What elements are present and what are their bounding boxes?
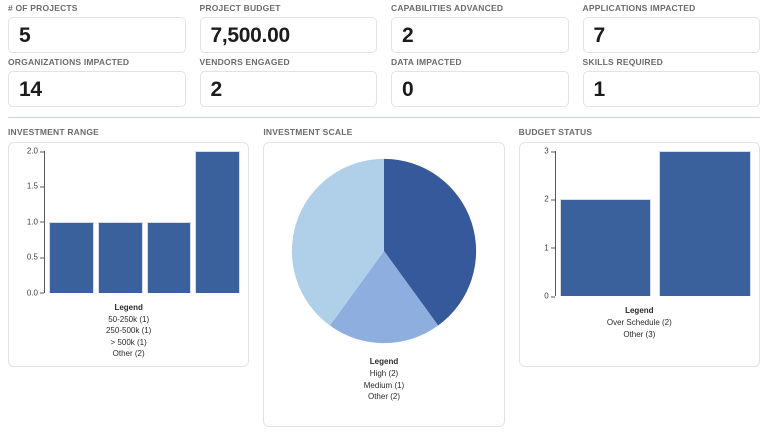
list-item: 250-500k (1) xyxy=(105,326,152,336)
table-row[interactable] xyxy=(97,221,143,293)
kpi-value: 0 xyxy=(402,77,414,101)
y-tick: 0.0 xyxy=(26,288,45,298)
pie-slice[interactable] xyxy=(383,158,477,326)
kpi-value: 2 xyxy=(402,23,414,47)
list-item: Other (2) xyxy=(367,392,400,402)
y-axis: 3 2 1 0 xyxy=(526,147,556,301)
y-tick: 0.5 xyxy=(26,252,45,262)
table-row[interactable] xyxy=(195,151,241,293)
kpi-card-projects: # OF PROJECTS 5 xyxy=(8,3,186,53)
list-item: Medium (1) xyxy=(363,380,405,390)
kpi-label: VENDORS ENGAGED xyxy=(199,57,290,67)
chart-title: INVESTMENT SCALE xyxy=(263,127,353,137)
chart-title: INVESTMENT RANGE xyxy=(8,127,100,137)
kpi-value: 7,500.00 xyxy=(210,23,291,47)
pie-chart-svg[interactable] xyxy=(290,157,478,345)
table-row[interactable] xyxy=(146,221,192,293)
kpi-value: 7 xyxy=(593,23,606,47)
chart-card-budget-status[interactable]: 3 2 1 0 Legend Over Schedule (2) Other (… xyxy=(518,142,760,367)
kpi-value-box[interactable]: 7,500.00 xyxy=(199,17,377,53)
y-tick: 2.0 xyxy=(26,146,45,156)
y-axis: 2.0 1.5 1.0 0.5 0.0 xyxy=(15,147,45,297)
pie-plot-investment-scale xyxy=(270,151,497,351)
y-tick: 1 xyxy=(544,243,556,253)
y-axis-spine xyxy=(44,151,45,293)
charts-band: INVESTMENT RANGE 2.0 1.5 1.0 0.5 0.0 xyxy=(0,127,768,427)
kpi-value-box[interactable]: 14 xyxy=(8,71,186,107)
y-tick: 0 xyxy=(544,291,556,301)
chart-block-investment-range: INVESTMENT RANGE 2.0 1.5 1.0 0.5 0.0 xyxy=(8,127,250,427)
kpi-value-box[interactable]: 1 xyxy=(582,71,760,107)
chart-legend: Legend Over Schedule (2) Other (3) xyxy=(526,306,753,360)
kpi-value-box[interactable]: 2 xyxy=(199,71,377,107)
bar-plot-budget-status: 3 2 1 0 xyxy=(526,147,753,301)
legend-title: Legend xyxy=(625,306,654,315)
kpi-value-box[interactable]: 7 xyxy=(582,17,760,53)
pie-slice[interactable] xyxy=(329,251,439,344)
y-axis-spine xyxy=(554,151,556,296)
legend-title: Legend xyxy=(114,302,143,312)
kpi-label: APPLICATIONS IMPACTED xyxy=(582,3,696,13)
table-row[interactable] xyxy=(659,151,751,296)
kpi-card-vendors-engaged: VENDORS ENGAGED 2 xyxy=(199,57,377,107)
list-item: Over Schedule (2) xyxy=(606,318,672,327)
kpi-value: 14 xyxy=(19,77,42,101)
chart-block-investment-scale: INVESTMENT SCALE Legend High (2) Medium … xyxy=(263,127,505,427)
kpi-card-project-budget: PROJECT BUDGET 7,500.00 xyxy=(199,3,377,53)
chart-legend: Legend High (2) Medium (1) Other (2) xyxy=(270,357,497,420)
table-row[interactable] xyxy=(559,199,652,296)
list-item: High (2) xyxy=(369,369,399,378)
table-row[interactable] xyxy=(49,221,94,293)
kpi-card-skills-required: SKILLS REQUIRED 1 xyxy=(582,57,760,107)
kpi-value: 2 xyxy=(210,77,223,101)
section-divider xyxy=(8,117,760,118)
kpi-card-applications-impacted: APPLICATIONS IMPACTED 7 xyxy=(582,3,760,53)
list-item: 50-250k (1) xyxy=(108,314,150,324)
list-item: Other (2) xyxy=(112,349,145,359)
kpi-label: SKILLS REQUIRED xyxy=(582,57,663,67)
y-tick: 1.5 xyxy=(26,181,45,191)
bar-plot-investment-range: 2.0 1.5 1.0 0.5 0.0 xyxy=(15,147,242,297)
bar-group xyxy=(556,151,753,296)
chart-card-investment-range[interactable]: 2.0 1.5 1.0 0.5 0.0 Legend 50 xyxy=(8,142,250,367)
chart-block-budget-status: BUDGET STATUS 3 2 1 0 Leg xyxy=(518,127,760,427)
kpi-value: 5 xyxy=(19,23,31,47)
y-tick: 2 xyxy=(544,194,556,204)
kpi-card-data-impacted: DATA IMPACTED 0 xyxy=(391,57,569,107)
kpi-value-box[interactable]: 5 xyxy=(8,17,186,53)
kpi-label: PROJECT BUDGET xyxy=(199,3,281,13)
kpi-label: # OF PROJECTS xyxy=(8,3,78,13)
chart-title: BUDGET STATUS xyxy=(518,127,593,137)
kpi-label: ORGANIZATIONS IMPACTED xyxy=(8,57,130,67)
kpi-label: CAPABILITIES ADVANCED xyxy=(391,3,504,13)
list-item: > 500k (1) xyxy=(110,337,147,347)
legend-title: Legend xyxy=(369,357,399,366)
kpi-label: DATA IMPACTED xyxy=(391,57,462,67)
list-item: Other (3) xyxy=(623,329,656,339)
kpi-band: # OF PROJECTS 5 PROJECT BUDGET 7,500.00 … xyxy=(0,0,768,107)
chart-card-investment-scale[interactable]: Legend High (2) Medium (1) Other (2) xyxy=(263,142,505,427)
bar-group xyxy=(45,151,242,293)
y-tick: 1.0 xyxy=(26,217,45,227)
kpi-card-organizations-impacted: ORGANIZATIONS IMPACTED 14 xyxy=(8,57,186,107)
kpi-value: 1 xyxy=(593,77,606,101)
kpi-value-box[interactable]: 0 xyxy=(391,71,569,107)
y-tick: 3 xyxy=(544,146,556,156)
pie-slice[interactable] xyxy=(291,158,384,326)
kpi-card-capabilities-advanced: CAPABILITIES ADVANCED 2 xyxy=(391,3,569,53)
chart-legend: Legend 50-250k (1) 250-500k (1) > 500k (… xyxy=(15,303,242,360)
kpi-value-box[interactable]: 2 xyxy=(391,17,569,53)
